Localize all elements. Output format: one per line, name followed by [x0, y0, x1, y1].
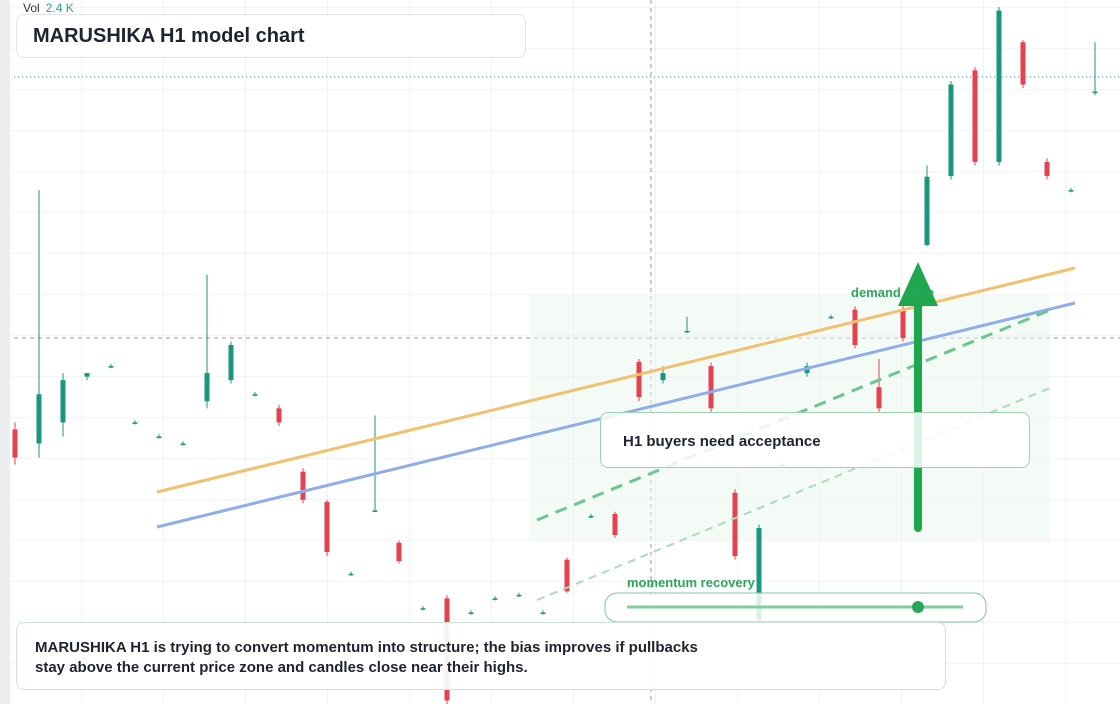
candle-body [540, 612, 546, 614]
chart-title: MARUSHIKA H1 model chart [16, 14, 526, 58]
candle-body [108, 366, 114, 368]
candle-body [36, 394, 42, 444]
annotation-box: H1 buyers need acceptance [600, 412, 1030, 468]
candle-body [396, 542, 402, 562]
candle-body [684, 330, 690, 333]
candle-body [876, 387, 882, 409]
candle-body [564, 559, 570, 592]
summary-text: MARUSHIKA H1 is trying to convert moment… [35, 639, 698, 676]
candle-body [1044, 161, 1050, 176]
volume-legend: Vol 2.4 K [23, 1, 74, 15]
volume-name: Vol [23, 1, 40, 15]
candle-body [660, 373, 666, 381]
candle-body [516, 594, 522, 597]
candle-body [468, 612, 474, 614]
candle-body [60, 380, 66, 423]
candle-body [828, 316, 834, 319]
candle-body [348, 573, 354, 576]
candle-body [1068, 190, 1074, 192]
candle-body [324, 501, 330, 552]
candle-body [492, 598, 498, 600]
candle-body [972, 70, 978, 162]
candle-body [1092, 91, 1098, 94]
candle-body [132, 422, 138, 424]
candle-body [252, 394, 258, 396]
candle-body [948, 84, 954, 176]
summary-box: MARUSHIKA H1 is trying to convert moment… [16, 622, 946, 690]
volume-value: 2.4 K [45, 1, 74, 15]
candle-body [756, 528, 762, 620]
candle-body [636, 361, 642, 398]
candles [12, 7, 1098, 704]
candle-body [900, 309, 906, 338]
candle-body [12, 429, 18, 458]
momentum-label: momentum recovery [627, 575, 755, 590]
side-bar [0, 0, 10, 704]
candle-body [924, 176, 930, 245]
candle-body [204, 373, 210, 402]
candle-body [708, 366, 714, 409]
channel-line [536, 308, 1051, 522]
candle-body [852, 309, 858, 345]
candle-body [372, 510, 378, 512]
candle-body [420, 608, 426, 610]
zone-label: demand zone [851, 285, 935, 300]
candle-body [996, 10, 1002, 162]
candle-body [612, 513, 618, 536]
candle-body [1020, 42, 1026, 85]
candle-body [228, 344, 234, 381]
candle-body [732, 492, 738, 557]
arrow-head [898, 262, 938, 306]
candle-body [276, 408, 282, 423]
candle-body [300, 471, 306, 500]
candle-body [588, 516, 594, 518]
candle-body [180, 443, 186, 446]
candle-body [84, 373, 90, 377]
momentum-knob [912, 601, 924, 613]
candle-body [156, 436, 162, 438]
